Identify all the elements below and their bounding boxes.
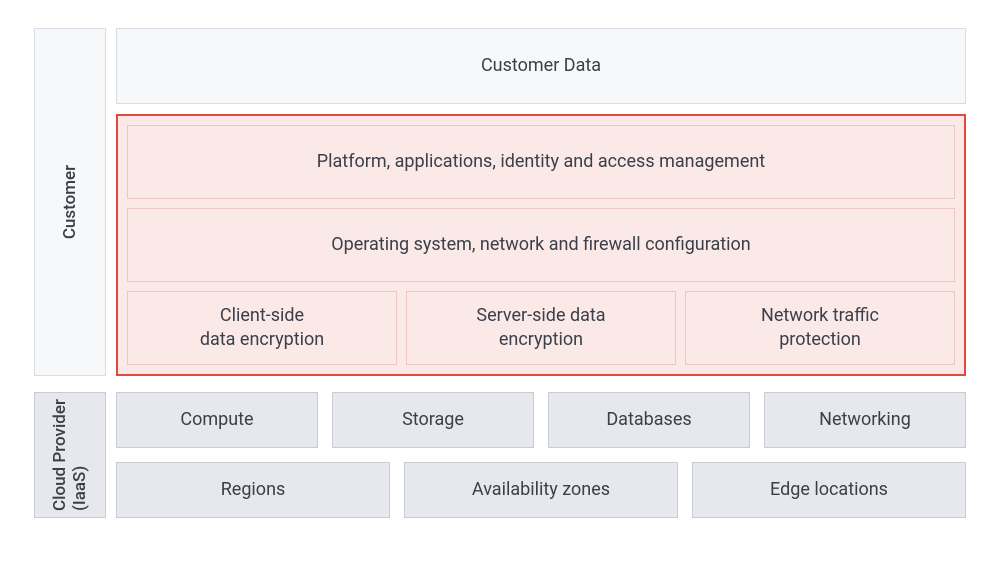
os-network-firewall-box: Operating system, network and firewall c… (127, 208, 955, 282)
customer-highlight-group: Platform, applications, identity and acc… (116, 114, 966, 376)
compute-box: Compute (116, 392, 318, 448)
networking-box: Networking (764, 392, 966, 448)
customer-content: Customer Data Platform, applications, id… (116, 28, 966, 376)
shared-responsibility-diagram: Customer Customer Data Platform, applica… (0, 0, 1000, 583)
databases-box: Databases (548, 392, 750, 448)
edge-locations-box: Edge locations (692, 462, 966, 518)
provider-section: Cloud Provider(IaaS) Compute Storage Dat… (34, 392, 966, 518)
customer-encryption-row: Client-sidedata encryption Server-side d… (127, 291, 955, 365)
regions-box: Regions (116, 462, 390, 518)
provider-row-services: Compute Storage Databases Networking (116, 392, 966, 448)
provider-content: Compute Storage Databases Networking Reg… (116, 392, 966, 518)
provider-side-label: Cloud Provider(IaaS) (34, 392, 106, 518)
network-traffic-protection-box: Network trafficprotection (685, 291, 955, 365)
customer-side-label-text: Customer (60, 165, 80, 239)
client-side-encryption-box: Client-sidedata encryption (127, 291, 397, 365)
storage-box: Storage (332, 392, 534, 448)
server-side-encryption-box: Server-side dataencryption (406, 291, 676, 365)
customer-section: Customer Customer Data Platform, applica… (34, 28, 966, 376)
availability-zones-box: Availability zones (404, 462, 678, 518)
platform-identity-box: Platform, applications, identity and acc… (127, 125, 955, 199)
provider-side-label-text: Cloud Provider(IaaS) (50, 399, 90, 511)
customer-side-label: Customer (34, 28, 106, 376)
customer-data-box: Customer Data (116, 28, 966, 104)
provider-row-infra: Regions Availability zones Edge location… (116, 462, 966, 518)
